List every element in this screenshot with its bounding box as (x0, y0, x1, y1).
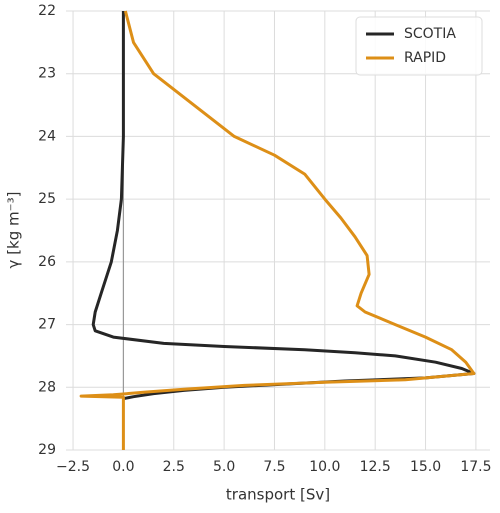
legend-label: RAPID (404, 50, 446, 66)
x-tick-label: 5.0 (213, 459, 235, 475)
x-axis-label: transport [Sv] (226, 486, 330, 504)
legend-box (355, 16, 483, 76)
y-axis-label: γ [kg m⁻³] (5, 192, 23, 269)
x-tick-label: 17.5 (460, 459, 491, 475)
x-tick-label: 2.5 (163, 459, 185, 475)
series-line (79, 10, 476, 450)
x-tick-label: 7.5 (263, 459, 285, 475)
y-tick-label: 23 (38, 66, 56, 82)
y-tick-label: 27 (38, 317, 56, 333)
y-tick-label: 26 (38, 254, 56, 270)
x-tick-label: 0.0 (112, 459, 134, 475)
x-tick-label: 10.0 (309, 459, 340, 475)
y-tick-label: 28 (38, 379, 56, 395)
legend-label: SCOTIA (404, 26, 456, 42)
x-tick-label: −2.5 (56, 459, 90, 475)
y-tick-label: 24 (38, 128, 56, 144)
x-tick-label: 15.0 (410, 459, 441, 475)
y-tick-label: 29 (38, 442, 56, 458)
y-tick-label: 25 (38, 191, 56, 207)
x-tick-label: 12.5 (360, 459, 391, 475)
y-tick-label: 22 (38, 3, 56, 19)
